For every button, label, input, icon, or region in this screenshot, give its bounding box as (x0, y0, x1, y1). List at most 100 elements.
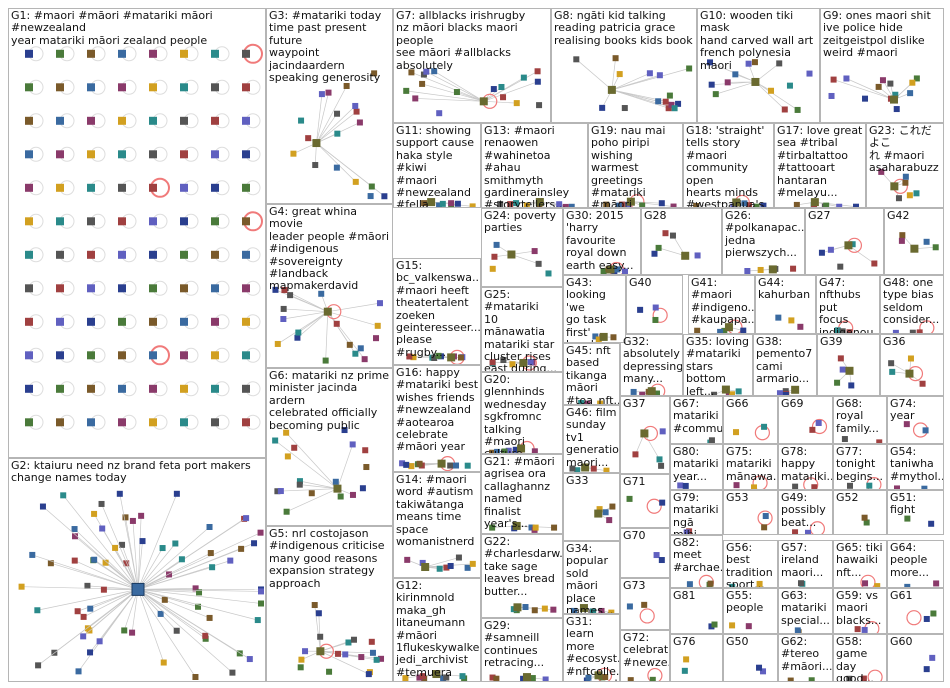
node (837, 355, 844, 362)
node (80, 613, 87, 620)
node (827, 246, 834, 253)
group-g60: G60 (887, 634, 944, 682)
group-g59: G59: vs maori blacks... (833, 588, 887, 634)
node (18, 583, 25, 590)
node (707, 59, 714, 66)
node (373, 335, 380, 342)
edge (132, 520, 139, 590)
node (909, 329, 916, 333)
group-label: G59: vs maori blacks... (836, 589, 882, 627)
node (646, 70, 653, 77)
group-label: G21: #māori agrisea ora callaghannz name… (484, 455, 555, 531)
hub-node (522, 673, 531, 681)
group-label: G9: ones maori shit ive police hide zeit… (823, 9, 931, 60)
node (56, 317, 64, 326)
node (653, 552, 660, 559)
hub-node (519, 358, 528, 367)
node (98, 500, 105, 507)
node (211, 317, 219, 326)
group-label: G38: pemento7 cami armario... (756, 335, 813, 386)
node (161, 596, 168, 603)
edge (316, 92, 329, 144)
group-label: G39 (820, 335, 843, 348)
group-label: G41: #maori #indigeno... #kaupapa... (691, 276, 755, 327)
group-label: G11: showing support cause haka style #k… (396, 124, 474, 208)
edge (316, 113, 338, 144)
edge (611, 89, 672, 106)
node (717, 328, 724, 333)
group-g64: G64: people more... (887, 540, 944, 588)
hub-node (312, 139, 321, 148)
node (47, 560, 54, 567)
node (180, 83, 188, 92)
node (878, 168, 885, 175)
self-loop (752, 475, 768, 489)
node (87, 150, 95, 159)
group-g55: G55: people (723, 588, 778, 634)
node (180, 116, 188, 125)
group-g5: G5: nrl costojason #indigenous criticise… (266, 526, 393, 682)
node (408, 69, 415, 76)
self-loop (906, 610, 922, 626)
node (87, 217, 95, 226)
group-g41: G41: #maori #indigeno... #kaupapa... (688, 275, 755, 334)
group-label: G2: ktaiuru need nz brand feta port make… (11, 459, 251, 485)
group-g71: G71 (620, 474, 670, 528)
edge (137, 566, 213, 590)
node (149, 217, 157, 226)
edge (137, 589, 258, 621)
node (760, 202, 767, 207)
node (436, 110, 443, 117)
node (598, 607, 605, 613)
edge (755, 81, 798, 111)
node (913, 190, 920, 197)
node (403, 461, 410, 468)
node (209, 564, 216, 571)
group-label: G15: bc_valkenswa... #maori heeft theate… (396, 259, 481, 359)
group-label: G17: love great sea #tribal #tirbaltatto… (777, 124, 863, 200)
node (930, 610, 937, 617)
self-loop (809, 521, 826, 534)
node (781, 106, 788, 113)
group-label: G18: 'straight' tells story #maori commu… (686, 124, 765, 208)
node (454, 200, 461, 207)
node (102, 559, 109, 566)
group-network (809, 418, 828, 435)
node (349, 491, 356, 498)
node (421, 200, 428, 207)
node (874, 583, 881, 587)
node (744, 268, 751, 274)
edge (280, 488, 338, 492)
node (904, 583, 911, 587)
group-g49: G49: possibly beat... (778, 490, 833, 535)
node (431, 355, 438, 362)
edge (275, 289, 328, 313)
group-g65: G65: tiki hawaiki nft... (833, 540, 887, 588)
group-g70: G70 (620, 528, 670, 578)
edge (119, 493, 139, 590)
node (809, 426, 816, 433)
group-network (578, 400, 604, 404)
group-g73: G73 (620, 578, 670, 630)
group-g54: G54: taniwha #mythol... (887, 444, 944, 490)
node (775, 314, 782, 321)
node (578, 400, 585, 404)
node (459, 673, 466, 680)
edge (32, 554, 139, 590)
group-label: G51: fight (890, 491, 917, 517)
node (505, 447, 512, 453)
node (87, 605, 94, 612)
group-label: G61 (890, 589, 913, 602)
group-network (677, 482, 689, 489)
edge (277, 311, 328, 345)
node (756, 580, 763, 587)
edge (121, 544, 139, 590)
node (180, 150, 188, 159)
node (291, 444, 298, 451)
node (84, 582, 91, 589)
node (325, 89, 332, 96)
node (242, 116, 250, 125)
node (180, 284, 188, 293)
node (251, 540, 258, 547)
group-g29: G29: #samneill continues retracing... (481, 618, 563, 682)
